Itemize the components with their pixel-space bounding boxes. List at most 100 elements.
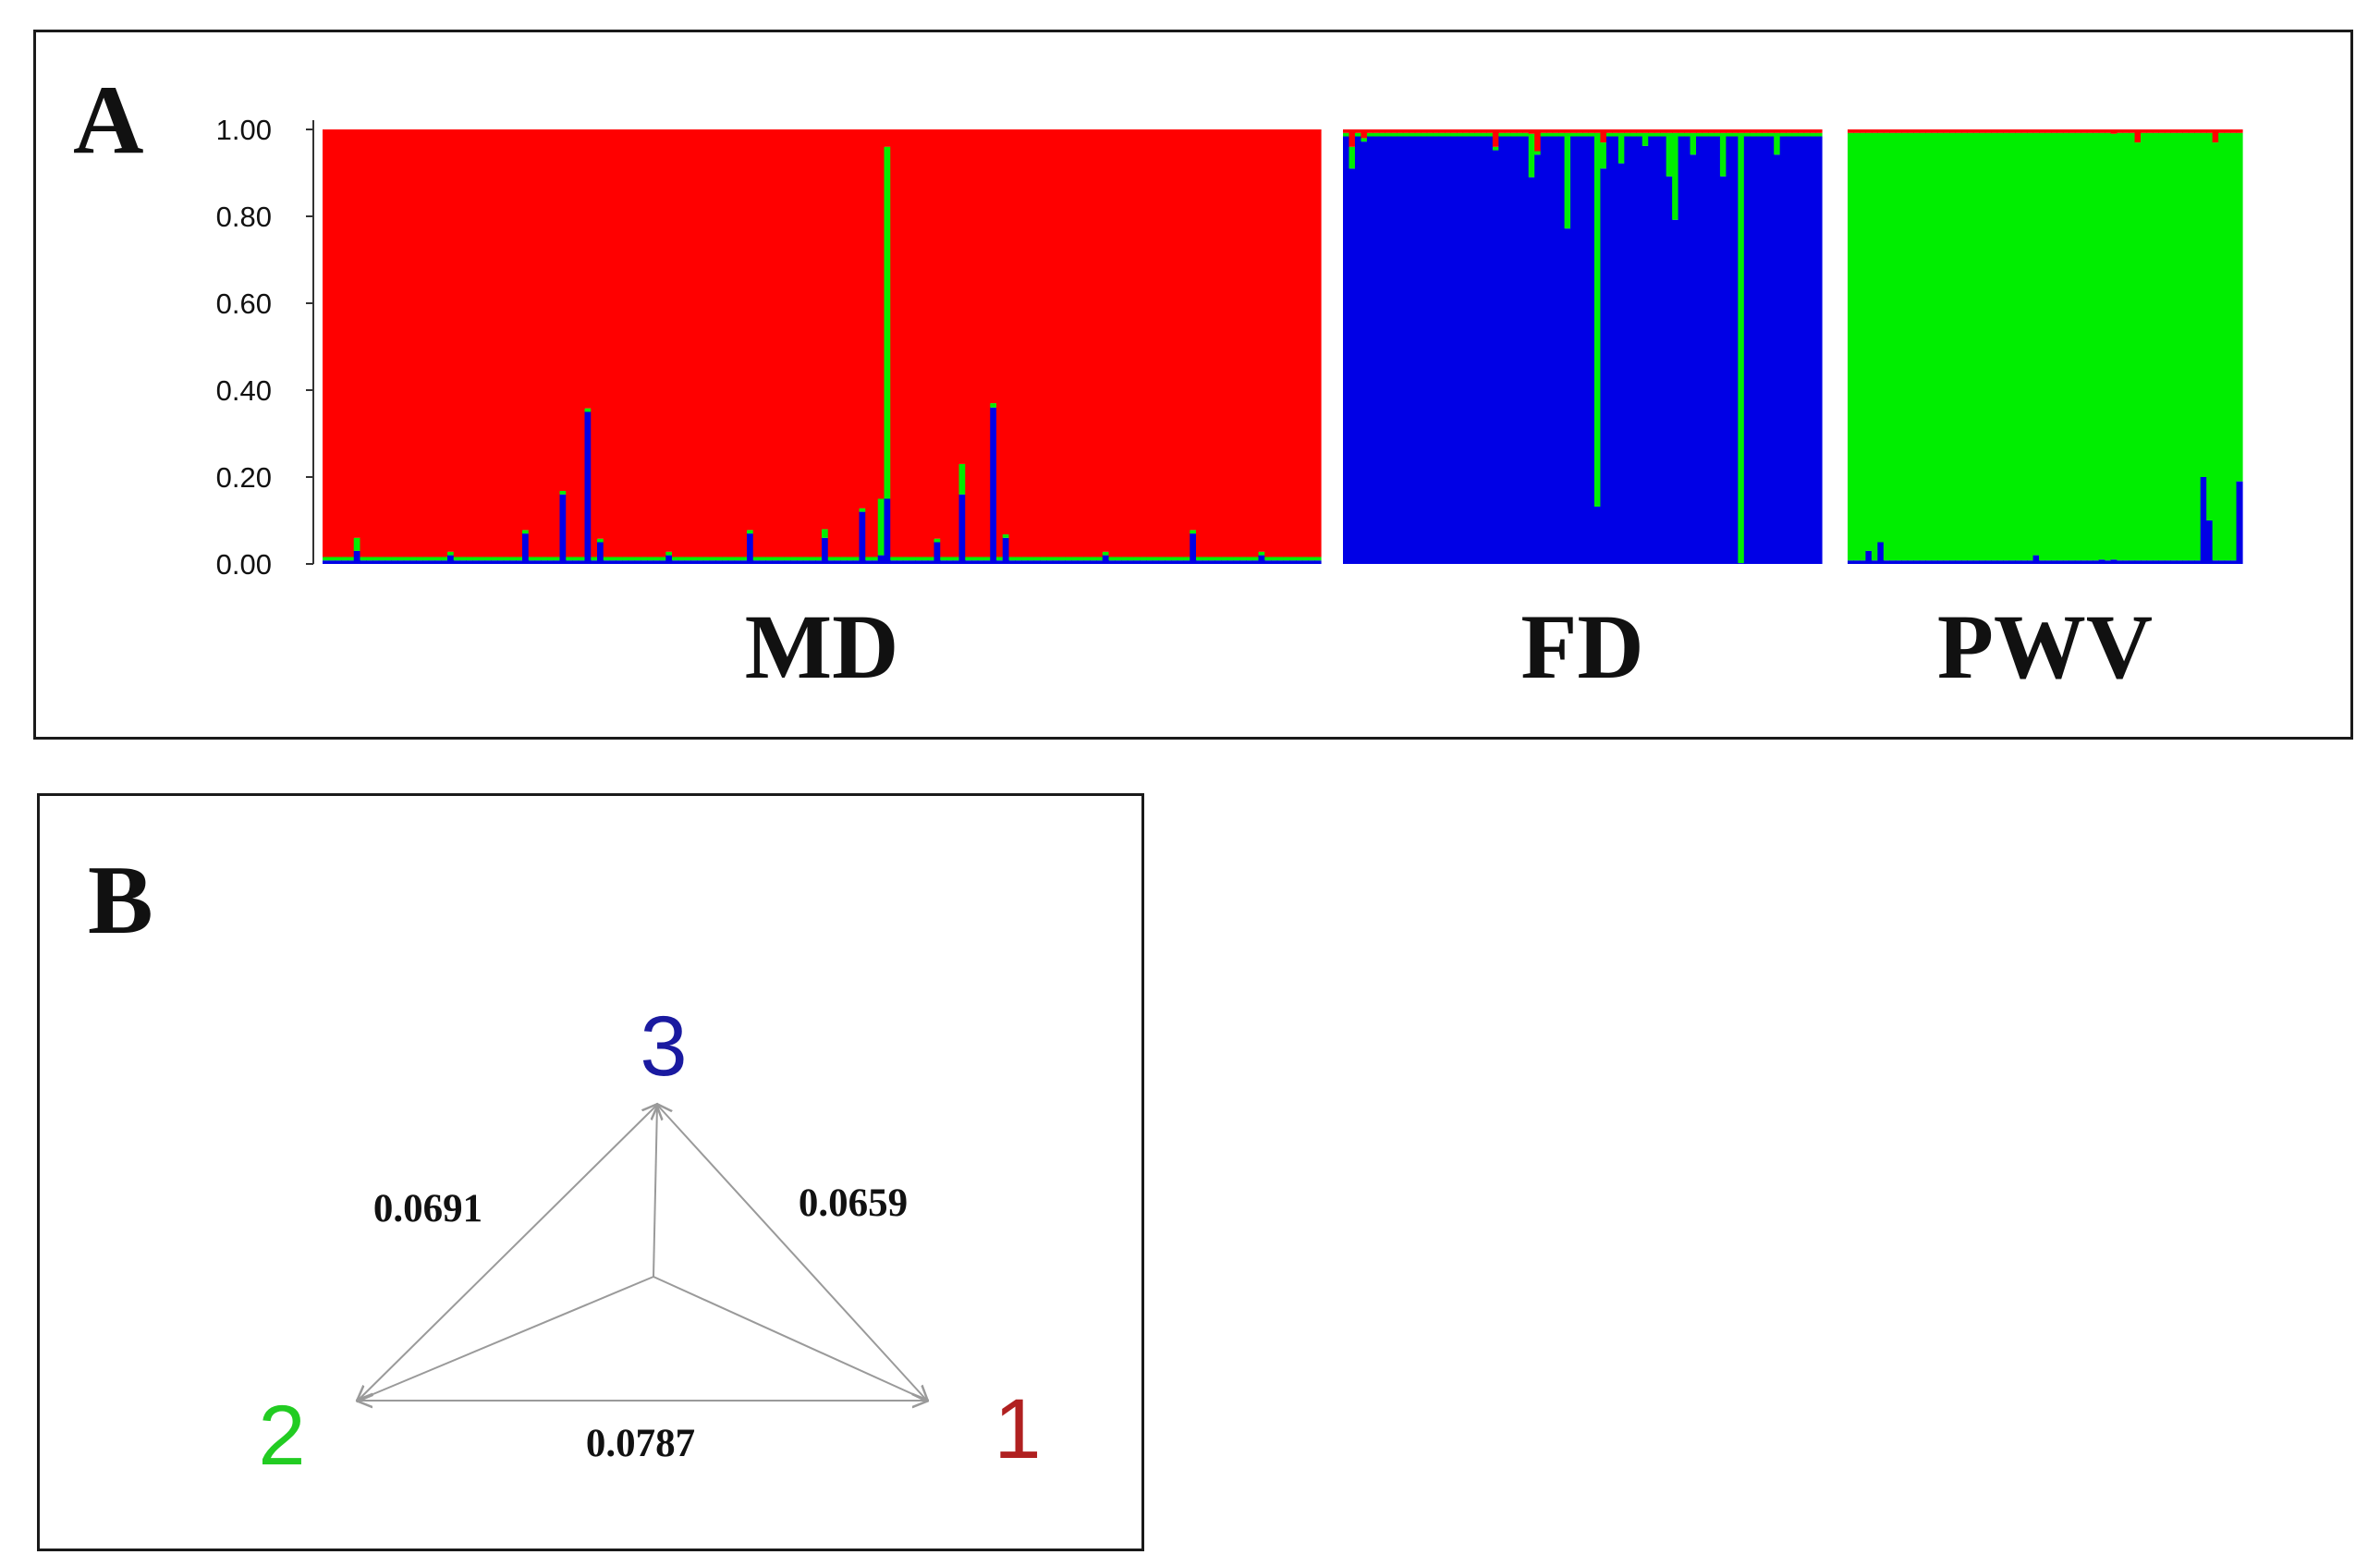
bar-md-red <box>702 129 711 557</box>
bar-md-red <box>977 129 985 557</box>
bar-fd-red <box>1438 129 1446 133</box>
bar-fd-green <box>1738 132 1745 564</box>
bar-fd-red <box>1402 129 1410 133</box>
bar-md-red <box>591 129 598 557</box>
bar-md-blue <box>1002 537 1010 564</box>
bar-fd-green <box>1654 132 1661 137</box>
bar-md-green <box>572 557 580 561</box>
bar-pwv-red <box>2008 129 2016 133</box>
bar-fd-blue <box>1486 136 1494 564</box>
bar-fd-blue <box>1361 141 1368 564</box>
bar-md-green <box>1152 557 1160 561</box>
bar-md-red <box>1308 129 1315 557</box>
bar-md-blue <box>684 560 691 564</box>
bar-md-blue <box>472 560 480 564</box>
bar-fd-blue <box>1750 136 1757 564</box>
bar-md-green <box>1165 557 1172 561</box>
bar-md-green <box>534 557 542 561</box>
bar-md-red <box>466 129 473 557</box>
bar-md-green <box>740 557 748 561</box>
bar-md-blue <box>852 560 860 564</box>
bar-md-blue <box>416 560 423 564</box>
bar-md-blue <box>497 560 505 564</box>
bar-fd-green <box>1462 132 1470 137</box>
bar-md-red <box>890 129 897 557</box>
bar-md-green <box>1258 551 1265 556</box>
y-tick-label: 0.60 <box>216 288 272 320</box>
bar-md-blue <box>747 533 754 564</box>
bar-pwv-red <box>2164 129 2171 133</box>
bar-md-blue <box>1264 560 1272 564</box>
bar-md-blue <box>323 560 330 564</box>
bar-pwv-blue <box>2015 560 2022 564</box>
bar-md-blue <box>927 560 935 564</box>
bar-md-blue <box>859 511 866 564</box>
bar-pwv-green <box>2027 132 2034 561</box>
bar-fd-red <box>1385 129 1392 133</box>
bar-pwv-red <box>2050 129 2058 133</box>
bar-md-green <box>1040 557 1047 561</box>
bar-fd-green <box>1648 132 1655 137</box>
bar-fd-red <box>1534 129 1542 152</box>
bar-fd-red <box>1366 129 1373 133</box>
bar-md-red <box>384 129 392 557</box>
bar-md-red <box>840 129 848 557</box>
bar-pwv-red <box>1907 129 1914 133</box>
bar-pwv-green <box>2044 132 2052 561</box>
bar-pwv-blue <box>1984 560 1992 564</box>
bar-md-blue <box>616 560 623 564</box>
bar-md-blue <box>847 560 854 564</box>
bar-pwv-green <box>1919 132 1926 561</box>
bar-md-green <box>641 557 648 561</box>
bar-md-blue <box>1271 560 1278 564</box>
bar-md-green <box>934 538 941 543</box>
bar-fd-green <box>1349 146 1356 169</box>
bar-md-blue <box>1021 560 1029 564</box>
bar-md-blue <box>677 560 686 564</box>
bar-pwv-blue <box>2224 560 2231 564</box>
bar-md-blue <box>1214 560 1222 564</box>
bar-md-red <box>647 129 654 557</box>
bar-pwv-green <box>1991 132 1998 561</box>
bar-fd-red <box>1462 129 1470 133</box>
bar-md-blue <box>447 555 455 564</box>
bar-fd-green <box>1642 132 1649 146</box>
bar-md-red <box>834 129 841 557</box>
bar-pwv-blue <box>1895 560 1902 564</box>
bar-pwv-red <box>2074 129 2081 133</box>
bar-fd-blue <box>1522 136 1530 564</box>
bar-fd-red <box>1450 129 1458 133</box>
bar-pwv-blue <box>1913 560 1921 564</box>
bar-md-red <box>1276 129 1285 557</box>
bar-md-red <box>672 129 679 557</box>
bar-pwv-blue <box>2020 560 2028 564</box>
bar-md-green <box>965 557 972 561</box>
bar-fd-red <box>1684 129 1691 133</box>
bar-md-red <box>1227 129 1235 557</box>
bar-md-red <box>522 129 530 531</box>
bar-fd-blue <box>1786 136 1793 564</box>
bar-md-green <box>547 557 555 561</box>
bar-fd-red <box>1767 129 1775 133</box>
bar-md-red <box>709 129 716 557</box>
group-label-md: MD <box>745 595 899 698</box>
bar-pwv-green <box>2062 132 2069 561</box>
bar-md-blue <box>328 560 336 564</box>
bar-pwv-green <box>1889 132 1897 561</box>
bar-md-red <box>348 129 355 557</box>
bar-md-red <box>609 129 616 557</box>
bar-pwv-blue <box>2044 560 2052 564</box>
bar-pwv-blue <box>2008 560 2016 564</box>
bar-fd-green <box>1504 132 1511 137</box>
bar-pwv-red <box>1901 129 1909 133</box>
bar-md-green <box>665 551 673 556</box>
bar-md-green <box>1146 557 1153 561</box>
bar-pwv-blue <box>1883 560 1890 564</box>
bar-md-blue <box>422 560 430 564</box>
bar-fd-blue <box>1600 168 1607 565</box>
bar-md-blue <box>790 560 798 564</box>
bar-fd-green <box>1593 132 1602 507</box>
bar-fd-red <box>1361 129 1368 139</box>
bar-pwv-blue <box>2164 560 2171 564</box>
bar-md-blue <box>665 555 673 564</box>
